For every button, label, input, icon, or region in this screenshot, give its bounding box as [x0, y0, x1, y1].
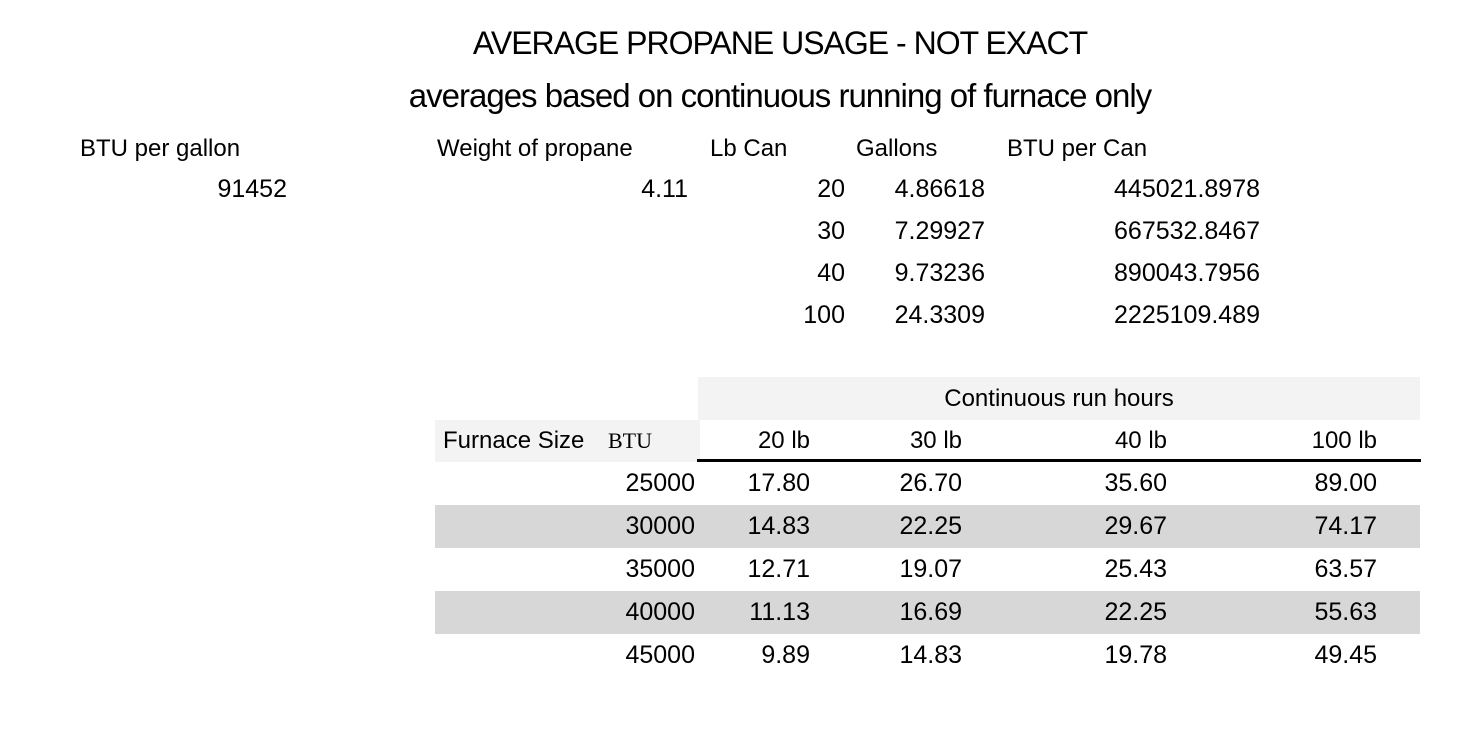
hours-30lb: 16.69: [899, 598, 962, 626]
hours-40lb: 19.78: [1104, 641, 1167, 669]
lb-can-value: 30: [817, 217, 845, 245]
hours-100lb: 74.17: [1314, 512, 1377, 540]
lb-can-value: 40: [817, 259, 845, 287]
header-btu-per-gallon: BTU per gallon: [80, 135, 241, 162]
header-furnace-size: Furnace Size: [435, 420, 600, 462]
spacer-cell: [437, 294, 710, 336]
btu-per-can-value: 890043.7956: [1114, 259, 1260, 287]
header-30lb: 30 lb: [909, 427, 962, 454]
table-row: 45000 9.89 14.83 19.78 49.45: [435, 634, 1420, 677]
run-hours-header-row: Furnace Size BTU 20 lb 30 lb 40 lb 100 l…: [435, 420, 1420, 462]
spacer-cell: [437, 210, 710, 252]
hours-40lb: 35.60: [1104, 469, 1167, 497]
furnace-btu-value: 30000: [625, 512, 695, 540]
header-20lb: 20 lb: [757, 427, 810, 454]
lb-can-value: 20: [817, 175, 845, 203]
hours-100lb: 49.45: [1314, 641, 1377, 669]
page-title: AVERAGE PROPANE USAGE - NOT EXACT: [472, 25, 1088, 61]
weight-of-propane-value: 4.11: [641, 175, 688, 203]
spacer-cell: [435, 548, 600, 591]
propane-conversion-table: BTU per gallon Weight of propane Lb Can …: [80, 130, 1290, 336]
header-underline-rule: [697, 459, 1421, 462]
header-btu-per-can: BTU per Can: [1007, 135, 1148, 162]
spacer-cell: [435, 462, 600, 505]
conversion-table-row: 30 7.29927 667532.8467: [80, 210, 1290, 252]
header-btu: BTU: [600, 420, 700, 462]
spacer-cell: [435, 634, 600, 677]
conversion-table-row: 91452 4.11 20 4.86618 445021.8978: [80, 168, 1290, 210]
gallons-value: 7.29927: [894, 217, 985, 245]
table-row: 30000 14.83 22.25 29.67 74.17: [435, 505, 1420, 548]
furnace-btu-value: 40000: [625, 598, 695, 626]
header-100lb: 100 lb: [1311, 427, 1377, 454]
spacer-cell: [80, 210, 437, 252]
conversion-table-header-row: BTU per gallon Weight of propane Lb Can …: [80, 130, 1290, 168]
hours-20lb: 12.71: [747, 555, 810, 583]
spacer-cell: [80, 252, 437, 294]
spacer-cell: [435, 591, 600, 634]
spacer-cell: [80, 294, 437, 336]
furnace-btu-value: 25000: [625, 469, 695, 497]
btu-per-can-value: 445021.8978: [1114, 175, 1260, 203]
hours-20lb: 14.83: [747, 512, 810, 540]
hours-30lb: 22.25: [899, 512, 962, 540]
header-gallons: Gallons: [856, 135, 938, 162]
table-row: 35000 12.71 19.07 25.43 63.57: [435, 548, 1420, 591]
page-subtitle: averages based on continuous running of …: [408, 77, 1152, 114]
hours-30lb: 26.70: [899, 469, 962, 497]
hours-100lb: 55.63: [1314, 598, 1377, 626]
gallons-value: 9.73236: [894, 259, 985, 287]
conversion-table-row: 40 9.73236 890043.7956: [80, 252, 1290, 294]
hours-40lb: 25.43: [1104, 555, 1167, 583]
table-row: 40000 11.13 16.69 22.25 55.63: [435, 591, 1420, 634]
conversion-table-row: 100 24.3309 2225109.489: [80, 294, 1290, 336]
lb-can-value: 100: [803, 301, 845, 329]
btu-per-can-value: 667532.8467: [1114, 217, 1260, 245]
spacer-cell: [435, 505, 600, 548]
header-40lb: 40 lb: [1114, 427, 1167, 454]
hours-40lb: 22.25: [1104, 598, 1167, 626]
furnace-btu-value: 45000: [625, 641, 695, 669]
hours-100lb: 89.00: [1314, 469, 1377, 497]
run-hours-table: 25000 17.80 26.70 35.60 89.00 30000 14.8…: [435, 462, 1420, 677]
hours-30lb: 19.07: [899, 555, 962, 583]
hours-20lb: 17.80: [747, 469, 810, 497]
hours-20lb: 9.89: [761, 641, 810, 669]
gallons-value: 24.3309: [894, 301, 985, 329]
btu-per-gallon-value: 91452: [217, 175, 287, 203]
hours-20lb: 11.13: [749, 598, 810, 626]
hours-100lb: 63.57: [1314, 555, 1377, 583]
header-weight-of-propane: Weight of propane: [437, 135, 633, 162]
table-row: 25000 17.80 26.70 35.60 89.00: [435, 462, 1420, 505]
furnace-btu-value: 35000: [625, 555, 695, 583]
continuous-run-hours-band: Continuous run hours: [698, 377, 1420, 420]
hours-30lb: 14.83: [899, 641, 962, 669]
btu-per-can-value: 2225109.489: [1114, 301, 1260, 329]
hours-40lb: 29.67: [1104, 512, 1167, 540]
spacer-cell: [437, 252, 710, 294]
header-lb-can: Lb Can: [710, 135, 788, 162]
gallons-value: 4.86618: [894, 175, 985, 203]
